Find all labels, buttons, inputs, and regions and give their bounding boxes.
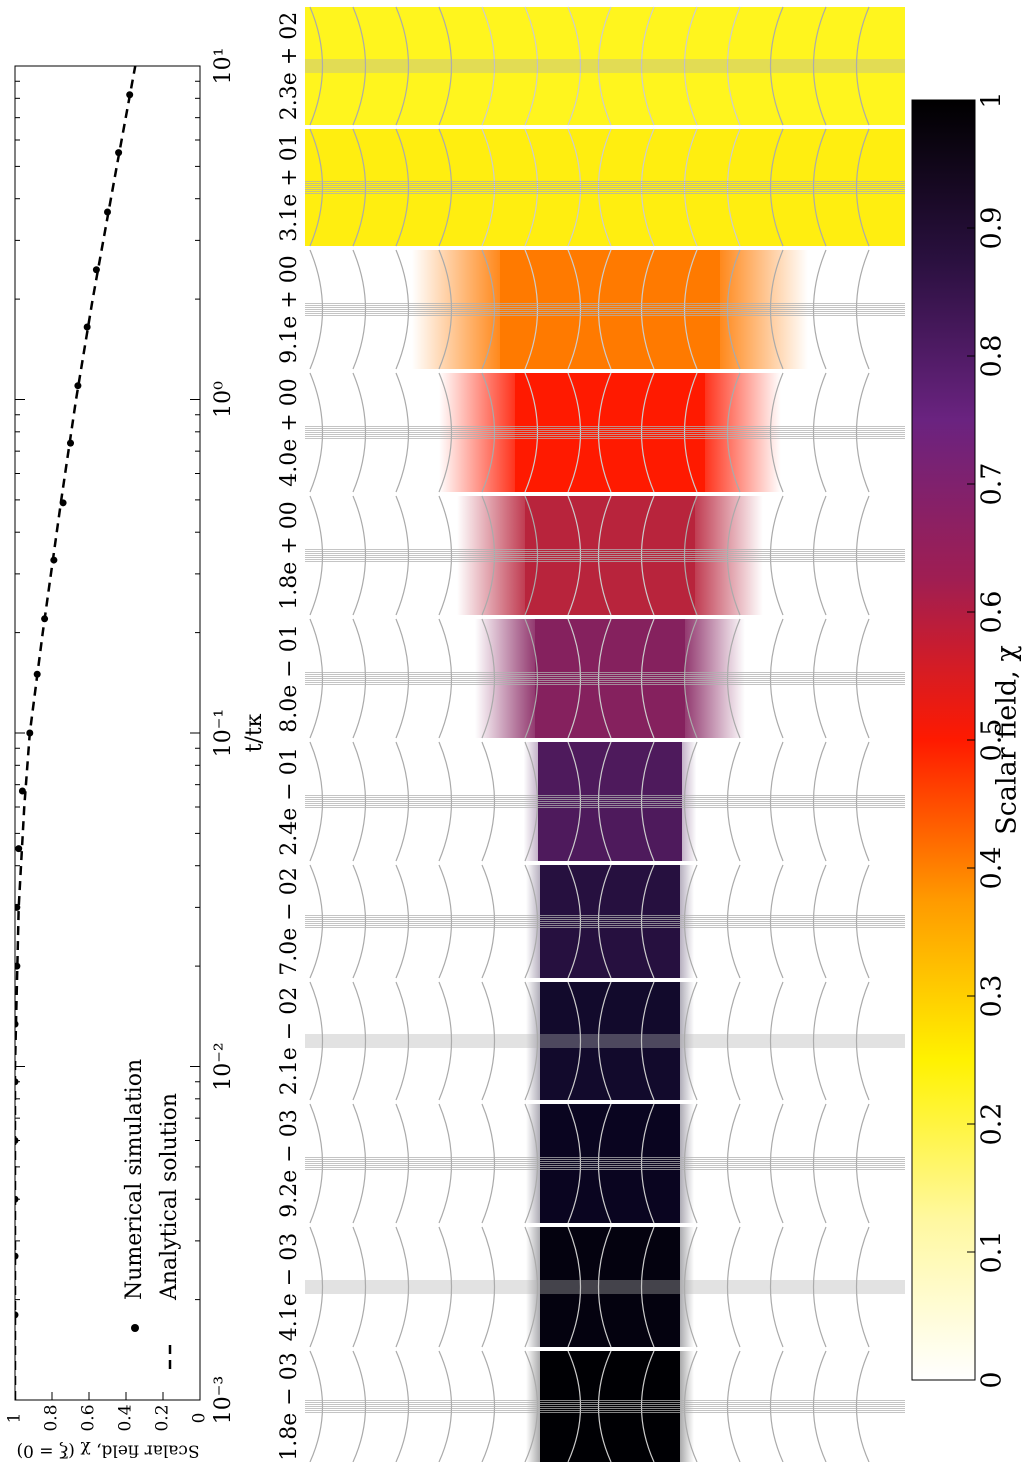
y-tick-label: 1 [5,1413,25,1424]
x-tick-label: 10⁻³ [211,1376,236,1424]
field-panel [305,128,905,247]
panel-label: 2.3e + 02 [277,12,302,120]
panel-label: 7.0e − 02 [277,867,302,975]
x-tick-label: 10⁰ [211,381,236,418]
data-point [15,903,21,911]
data-point [115,149,123,157]
panel-label: 4.0e + 00 [277,378,302,486]
colorbar-tick-label: 0.6 [977,591,1008,634]
colorbar-tick-label: 0.3 [977,975,1008,1018]
colorbar-tick-label: 0.9 [977,207,1008,250]
data-point [83,323,91,331]
panel-label: 4.1e − 03 [277,1233,302,1341]
legend-marker [131,1324,139,1332]
field-panel [305,981,905,1101]
data-point [92,266,100,274]
panel-label: 3.1e + 01 [277,133,302,241]
x-axis-label: t/tκ [242,713,267,752]
colorbar-tick-label: 0.7 [977,463,1008,506]
field-panel [305,495,905,616]
colorbar-tick-label: 0.2 [977,1103,1008,1146]
field-panel [305,1226,905,1348]
colorbar-label: Scalar field, χ [992,645,1023,834]
plot-area [15,66,137,1400]
colorbar-tick-label: 1 [977,91,1008,108]
panel-label: 9.2e − 03 [277,1109,302,1217]
x-tick-label: 10¹ [211,48,236,85]
field-panel [305,1103,905,1224]
data-point [15,845,23,853]
panel-label: 8.0e − 01 [277,624,302,732]
panel-label: 9.1e + 00 [277,255,302,363]
field-panel [305,249,905,370]
x-tick-label: 10⁻² [211,1042,236,1090]
colorbar-tick-label: 0 [977,1371,1008,1388]
y-tick-label: 0.6 [79,1404,99,1431]
colorbar-tick-label: 0.4 [977,847,1008,890]
y-tick-label: 0 [190,1413,210,1424]
field-panel [305,741,905,862]
field-panel [305,1350,905,1462]
analytical-line [15,66,137,1400]
y-tick-label: 0.8 [42,1404,62,1431]
colorbar [911,99,976,1381]
colorbar-tick-label: 0.8 [977,335,1008,378]
panel-label: 2.4e − 01 [277,747,302,855]
panel-label: 1.8e + 00 [277,501,302,609]
legend-label: Numerical simulation [122,1059,147,1300]
panel-label: 2.1e − 02 [277,987,302,1095]
colorbar-tick-label: 0.5 [977,719,1008,762]
field-panel [305,618,905,739]
legend-label: Analytical solution [157,1093,182,1301]
field-panel [305,372,905,493]
field-panel [305,6,905,126]
colorbar-tick-label: 0.1 [977,1231,1008,1274]
panel-label: 1.8e − 03 [277,1352,302,1460]
y-tick-label: 0.4 [116,1404,136,1431]
x-tick-label: 10⁻¹ [211,709,236,757]
y-axis-label: Scalar field, χ (ξ = 0) [16,1441,199,1461]
field-panel [305,864,905,979]
y-tick-label: 0.2 [153,1404,173,1431]
